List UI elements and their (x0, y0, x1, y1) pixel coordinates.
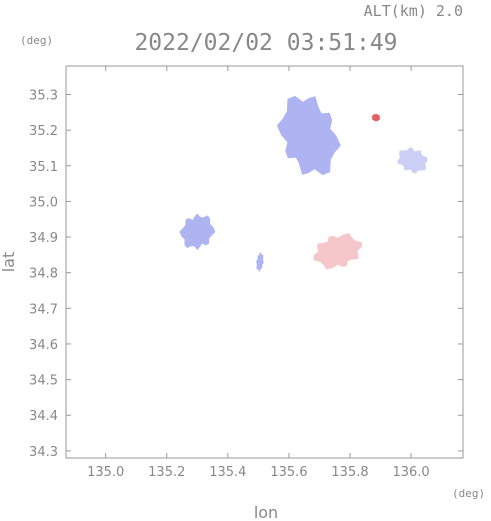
x-tick-label: 135.8 (331, 465, 368, 480)
y-tick-label: 34.6 (29, 338, 58, 353)
y-tick-label: 34.7 (29, 302, 58, 317)
y-axis-label: lat (0, 252, 18, 273)
y-unit-label: (deg) (20, 34, 53, 47)
y-tick-label: 34.9 (29, 231, 58, 246)
x-tick-label: 136.0 (392, 465, 429, 480)
x-tick-label: 135.4 (209, 465, 246, 480)
data-region-negative (276, 95, 341, 176)
data-region-strong_positive (371, 113, 381, 122)
chart-title: 2022/02/02 03:51:49 (134, 30, 397, 56)
x-tick-label: 135.0 (87, 465, 124, 480)
plot-frame (65, 65, 464, 459)
x-tick-label: 135.6 (270, 465, 307, 480)
x-axis-ticks: 135.0 135.2 135.4 135.6 135.8 136.0 (87, 66, 430, 480)
y-tick-label: 34.5 (29, 374, 58, 389)
y-tick-label: 34.3 (29, 445, 58, 460)
data-regions (179, 95, 428, 272)
y-tick-label: 35.0 (29, 195, 58, 210)
y-tick-label: 34.4 (29, 409, 58, 424)
y-tick-label: 34.8 (29, 267, 58, 282)
y-tick-label: 35.3 (29, 89, 58, 104)
data-region-negative_light (397, 147, 428, 174)
x-unit-label: (deg) (452, 487, 485, 500)
y-tick-label: 35.2 (29, 124, 58, 139)
y-axis-ticks: 35.3 35.2 35.1 35.0 34.9 34.8 34.7 34.6 34.5 34.4… (29, 89, 463, 460)
altitude-label: ALT(km) 2.0 (364, 2, 463, 20)
x-axis-label: lon (254, 503, 278, 521)
data-region-negative (256, 252, 264, 272)
data-region-negative (179, 213, 216, 250)
y-tick-label: 35.1 (29, 160, 58, 175)
x-tick-label: 135.2 (148, 465, 185, 480)
data-region-positive (313, 233, 362, 270)
